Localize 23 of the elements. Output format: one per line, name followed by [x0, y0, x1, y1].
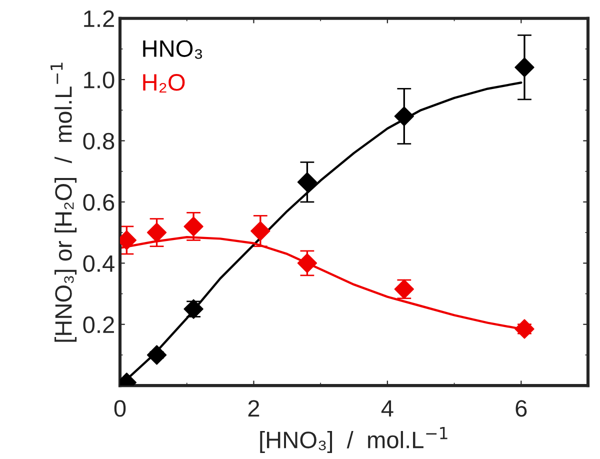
text: H₂O [143, 74, 185, 93]
y-tick-label: 0.2 [83, 316, 114, 334]
point [146, 345, 167, 365]
x-tick-label: 6 [516, 400, 527, 417]
y-tick-label: 1.2 [84, 10, 114, 27]
point [297, 253, 318, 274]
x-tick-label: 2 [248, 400, 260, 417]
y-axis-title: [HNO₃] or [H₂O] / mol.L$^{−1}$ [50, 62, 77, 342]
y-tick-label: 1.0 [84, 72, 114, 88]
y-tick-label: 0.8 [83, 132, 114, 150]
point [297, 172, 318, 192]
x-tick-label: 0 [114, 400, 126, 417]
point [146, 222, 167, 242]
point [514, 319, 534, 339]
text: HNO₃ [143, 40, 202, 59]
point [514, 57, 534, 78]
y-tick-label: 0.6 [83, 194, 114, 211]
point [394, 106, 414, 126]
x-tick-label: 4 [381, 400, 394, 417]
x-axis-title: [HNO₃] / mol.L$^{−1}$ [260, 427, 448, 453]
point [184, 216, 204, 236]
point [250, 221, 270, 241]
y-tick-label: 0.4 [83, 255, 114, 272]
